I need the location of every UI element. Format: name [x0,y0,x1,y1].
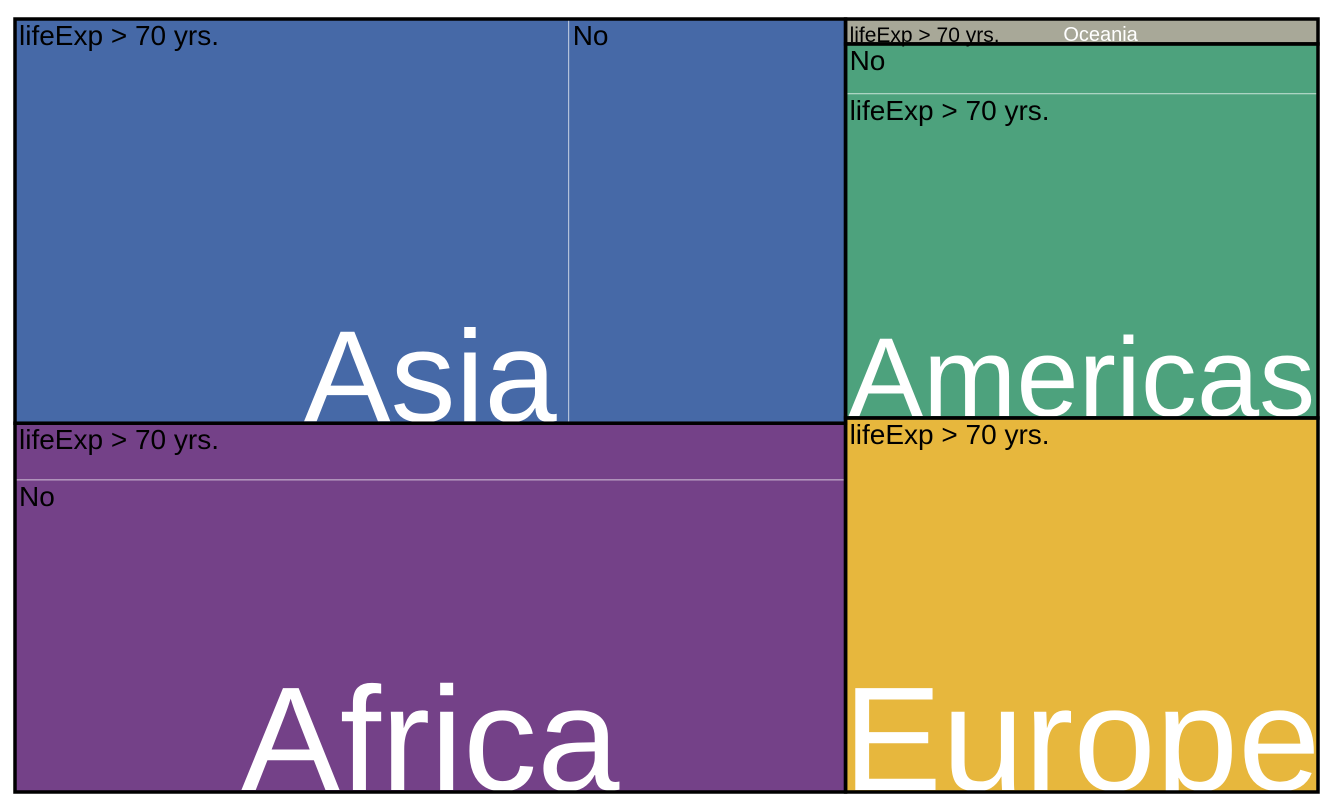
sub-label-asia-lifeexp-70-yrs-0: lifeExp > 70 yrs. [19,20,219,51]
group-label-europe: Europe [843,657,1320,810]
treemap-group-borders [13,17,1320,794]
cell-africa-lifeexp-70-yrs-0[interactable] [14,422,847,481]
sub-label-africa-no-1: No [19,481,55,512]
cell-americas-no-0[interactable] [845,43,1319,95]
sub-label-europe-lifeexp-70-yrs-0: lifeExp > 70 yrs. [850,419,1050,450]
group-label-asia: Asia [304,303,558,449]
sub-label-asia-no-1: No [573,20,609,51]
group-border-europe [843,416,1320,794]
group-label-africa: Africa [241,657,620,810]
group-label-americas: Americas [848,315,1315,440]
sub-label-americas-lifeexp-70-yrs-1: lifeExp > 70 yrs. [850,95,1050,126]
treemap-cells [14,18,1319,793]
cell-europe-lifeexp-70-yrs-0[interactable] [845,417,1319,793]
cell-americas-lifeexp-70-yrs-1[interactable] [845,93,1319,419]
cell-asia-no-1[interactable] [568,18,847,424]
cell-asia-lifeexp-70-yrs-0[interactable] [14,18,570,424]
group-label-oceania: Oceania [1063,24,1138,46]
sub-label-americas-no-0: No [850,45,886,76]
sub-label-oceania-lifeexp-70-yrs-0: lifeExp > 70 yrs. [850,24,1000,47]
sub-label-africa-lifeexp-70-yrs-0: lifeExp > 70 yrs. [19,424,219,455]
cell-africa-no-1[interactable] [14,479,847,793]
